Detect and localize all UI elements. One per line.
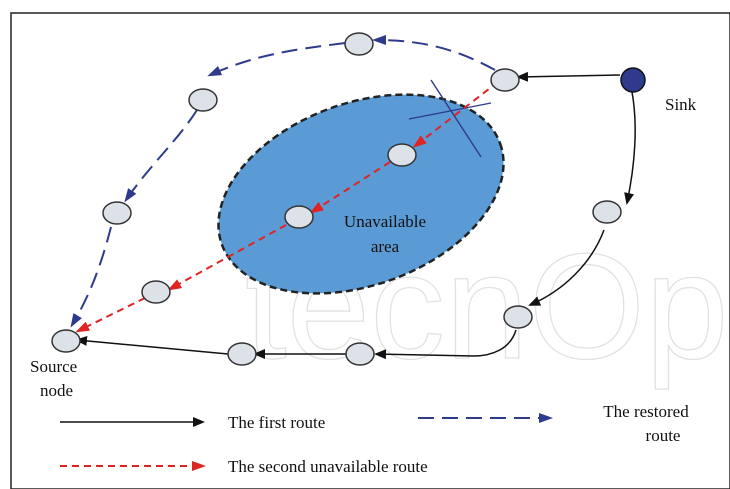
node-sink [620,67,646,93]
node-bottom-right [345,342,375,366]
second-unavailable-route [75,81,499,333]
node-area-lower [284,205,314,229]
node-bottom-left [227,342,257,366]
unavailable-area-label-line2: area [371,237,400,256]
node-outside-area [141,280,171,304]
node-source [51,329,81,353]
legend-second-route-label: The second unavailable route [228,457,428,476]
broken-link-cross-2 [408,102,492,120]
legend-restored-route-label-line1: The restored [603,402,689,421]
node-right-lower [503,305,533,329]
nodes [51,32,622,366]
figure-frame [10,12,730,489]
node-right-upper [592,200,622,224]
source-label-line2: node [40,381,73,400]
legend-restored-route-label-line2: route [646,426,681,445]
sink-label: Sink [665,95,697,114]
node-left-upper-restored [188,88,218,112]
first-route [75,71,636,360]
unavailable-area-label-line1: Unavailable [344,212,426,231]
legend: The first route The restored route The s… [60,402,689,476]
unavailable-area [217,93,505,295]
node-area-upper [387,143,417,167]
node-top-restored [344,32,374,56]
node-left-lower-restored [102,201,132,225]
node-near-sink [490,68,520,92]
restored-route [70,35,496,328]
source-label-line1: Source [30,357,77,376]
legend-first-route-label: The first route [228,413,325,432]
broken-link-cross-1 [430,79,482,158]
